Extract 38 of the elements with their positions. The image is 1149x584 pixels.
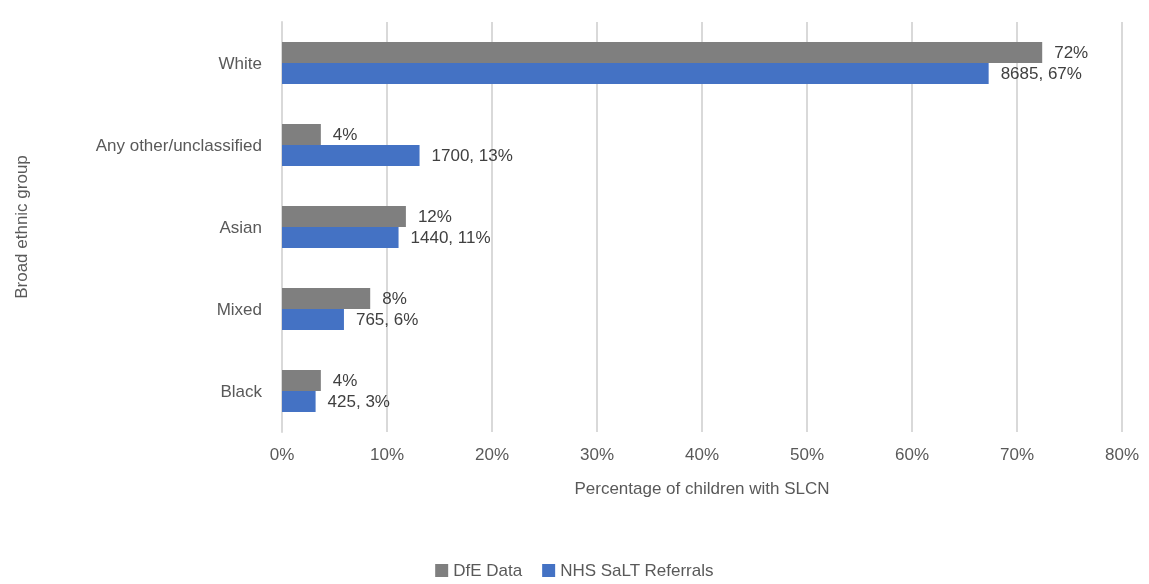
bar (282, 370, 321, 391)
legend-label: DfE Data (453, 561, 523, 580)
x-tick-label: 20% (474, 445, 510, 464)
x-tick-label: 10% (369, 445, 405, 464)
x-tick-label: 0% (269, 445, 295, 464)
bar (282, 145, 420, 166)
x-tick-label: 60% (894, 445, 930, 464)
bar (282, 288, 371, 309)
y-tick-label: Asian (219, 217, 262, 237)
x-axis-title: Percentage of children with SLCN (574, 479, 830, 498)
x-tick-label: 50% (789, 445, 825, 464)
x-tick-label: 70% (999, 445, 1035, 464)
y-tick-label: White (218, 53, 262, 73)
bar (282, 227, 399, 248)
x-tick-label: 30% (579, 445, 615, 464)
y-tick-label: Mixed (216, 299, 262, 319)
y-tick-label: Any other/unclassified (95, 135, 262, 155)
data-label: 8% (382, 289, 407, 308)
bar (282, 63, 989, 84)
data-label: 765, 6% (355, 310, 419, 329)
data-label: 72% (1054, 43, 1089, 62)
bar (282, 309, 344, 330)
bar (282, 42, 1043, 63)
data-label: 1440, 11% (410, 228, 491, 247)
data-label: 8685, 67% (1000, 64, 1082, 83)
data-label: 425, 3% (327, 392, 390, 411)
x-tick-label: 40% (684, 445, 720, 464)
data-label: 12% (417, 207, 452, 226)
bar (282, 391, 316, 412)
x-tick-label: 80% (1104, 445, 1140, 464)
data-label: 4% (332, 371, 358, 390)
y-tick-label: Black (220, 381, 263, 401)
data-label: 1700, 13% (431, 146, 513, 165)
legend-label: NHS SaLT Referrals (560, 561, 714, 580)
bar (282, 206, 406, 227)
bar (282, 124, 321, 145)
data-label: 4% (332, 125, 358, 144)
y-axis-title: Broad ethnic group (12, 155, 31, 299)
